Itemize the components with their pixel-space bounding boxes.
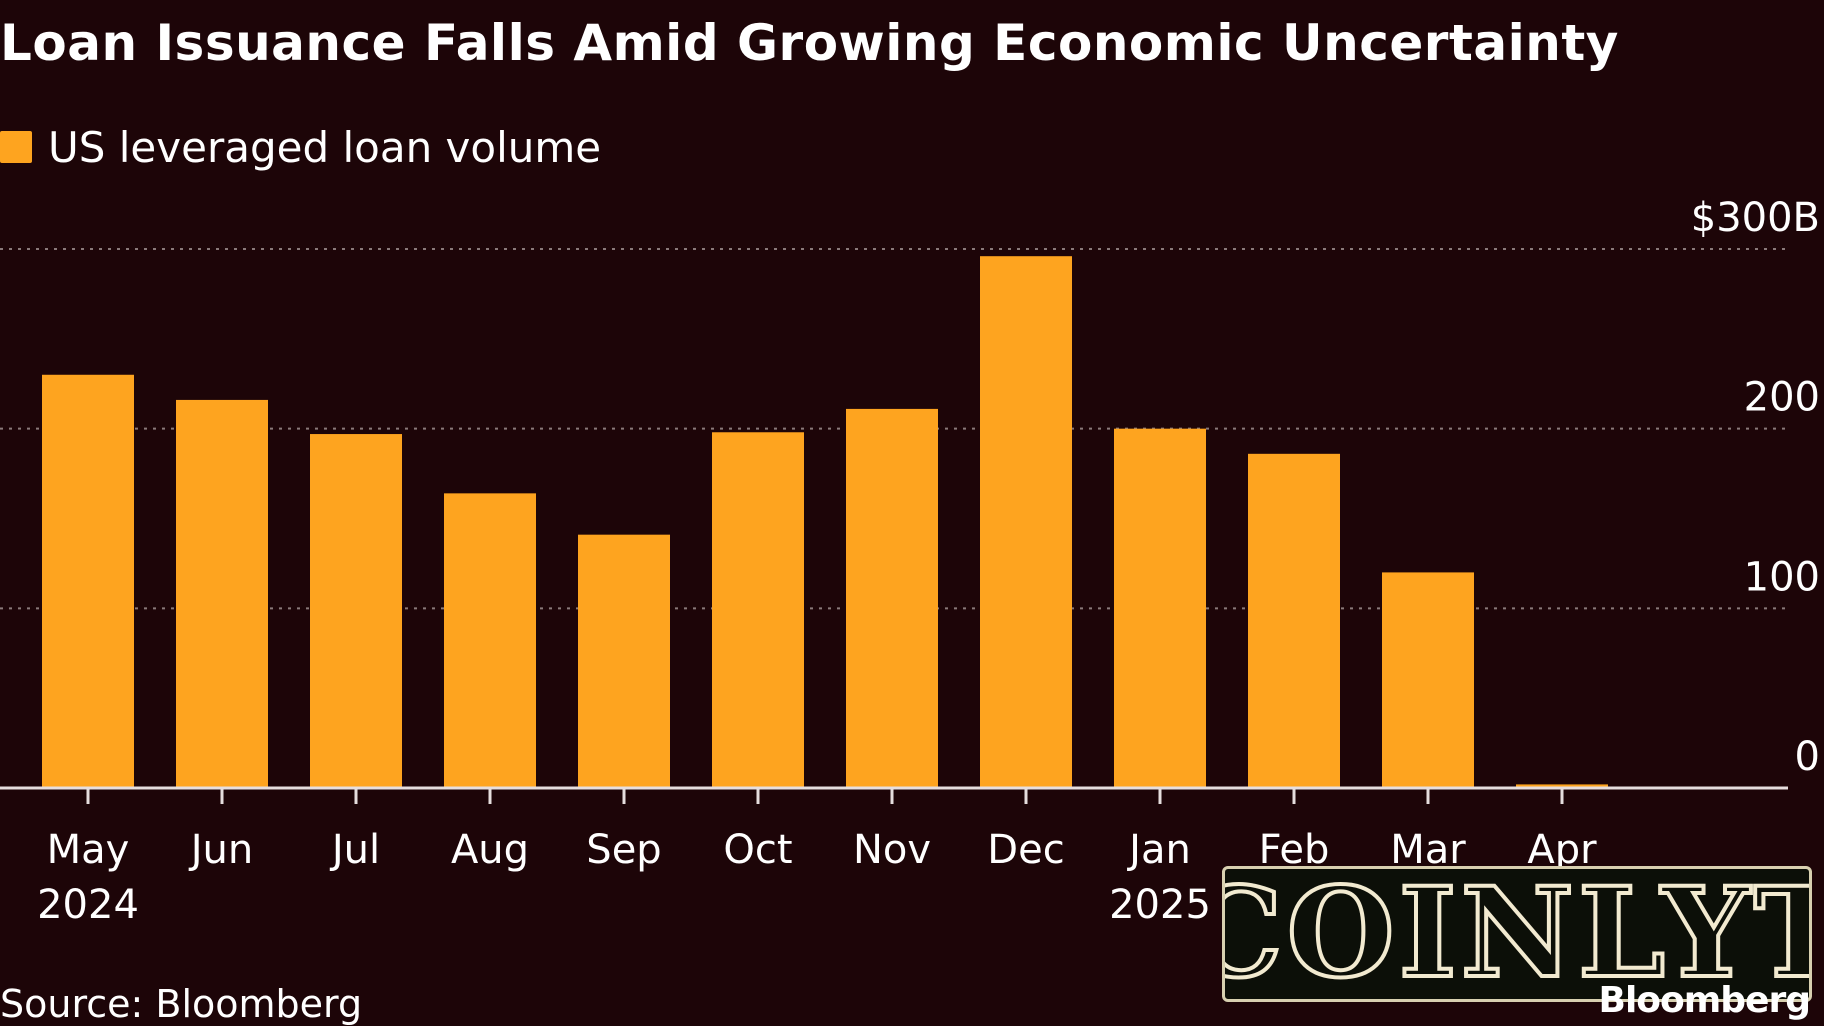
x-tick-label: May (47, 827, 130, 873)
x-tick-label: Nov (853, 827, 931, 873)
x-tick-year-label: 2025 (1109, 882, 1211, 928)
bar-nov (846, 408, 938, 788)
x-tick-year-label: 2024 (37, 882, 139, 928)
x-tick-label: Sep (586, 827, 661, 873)
bars (42, 256, 1608, 789)
x-tick-label: Aug (451, 827, 529, 873)
chart-title: Loan Issuance Falls Amid Growing Economi… (0, 14, 1619, 72)
brand-logo: Bloomberg (1598, 980, 1811, 1021)
x-axis: May 2024 Jun Jul Aug Sep Oct Nov Dec Jan 2025 Feb Ma… (0, 786, 1788, 928)
bar-apr (1516, 784, 1608, 788)
bar-feb (1248, 453, 1340, 788)
x-tick-label: Apr (1527, 827, 1597, 873)
bar-mar (1382, 572, 1474, 788)
y-tick-label: 0 (1795, 734, 1820, 780)
y-tick-label: 200 (1744, 375, 1820, 421)
legend-label: US leveraged loan volume (48, 122, 602, 172)
legend-swatch (0, 131, 32, 163)
bar-may (42, 374, 134, 788)
y-tick-label: 100 (1744, 554, 1820, 600)
bar-jan (1114, 428, 1206, 788)
x-tick-label: Jun (188, 827, 254, 873)
bar-jul (310, 434, 402, 788)
bar-oct (712, 432, 804, 788)
y-tick-label: $300B (1691, 195, 1820, 241)
x-tick-label: Jul (329, 827, 380, 873)
source-note: Source: Bloomberg (0, 982, 363, 1026)
x-tick-label: Feb (1259, 827, 1330, 873)
x-tick-label: Mar (1390, 827, 1466, 873)
bar-sep (578, 534, 670, 788)
chart-legend: US leveraged loan volume (0, 122, 601, 172)
x-tick-label: Dec (987, 827, 1064, 873)
bar-aug (444, 493, 536, 788)
x-tick-label: Jan (1126, 827, 1191, 873)
watermark-logo: COINLYT (1222, 866, 1812, 1002)
x-tick-label: Oct (723, 827, 792, 873)
y-axis: 0 100 200 $300B (1691, 195, 1820, 780)
bar-dec (980, 256, 1072, 789)
bar-jun (176, 399, 268, 788)
